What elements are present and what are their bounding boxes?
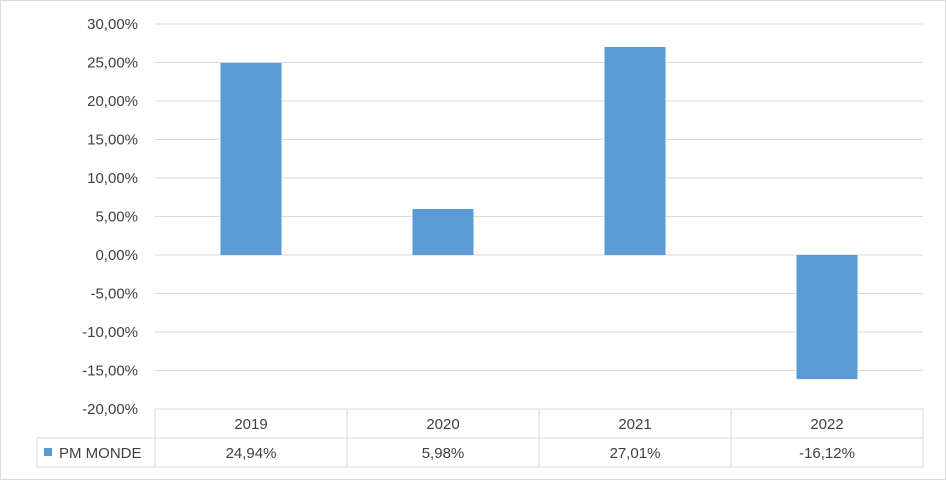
y-tick-label: 10,00% — [87, 170, 138, 187]
y-tick-label: 15,00% — [87, 132, 138, 149]
y-tick-label: 30,00% — [87, 16, 138, 33]
y-tick-label: -15,00% — [82, 363, 138, 380]
y-tick-label: -10,00% — [82, 324, 138, 341]
data-label: 5,98% — [422, 445, 465, 462]
bar-2022 — [796, 255, 858, 380]
data-table: 2019 2020 2021 2022 PM MONDE 24,94% 5,98% 27,01… — [36, 408, 924, 468]
x-tick-label: 2022 — [810, 416, 843, 433]
gridlines — [155, 23, 923, 371]
y-tick-label: 25,00% — [87, 55, 138, 72]
y-tick-label: -5,00% — [90, 286, 138, 303]
data-label: 27,01% — [610, 445, 661, 462]
data-label: -16,12% — [799, 445, 855, 462]
legend-label: PM MONDE — [59, 445, 142, 462]
bars — [220, 47, 858, 380]
bar-2019 — [220, 63, 282, 255]
x-tick-label: 2019 — [234, 416, 267, 433]
y-tick-label: 0,00% — [95, 247, 138, 264]
y-tick-label: 5,00% — [95, 209, 138, 226]
y-tick-label: -20,00% — [82, 401, 138, 418]
x-tick-label: 2020 — [426, 416, 459, 433]
y-axis-tick-labels: 30,00% 25,00% 20,00% 15,00% 10,00% 5,00% 0,00%… — [82, 16, 138, 418]
bar-2020 — [412, 209, 474, 255]
bar-2021 — [604, 47, 666, 255]
data-label: 24,94% — [226, 445, 277, 462]
legend-key — [44, 448, 52, 456]
y-tick-label: 20,00% — [87, 93, 138, 110]
x-tick-label: 2021 — [618, 416, 651, 433]
